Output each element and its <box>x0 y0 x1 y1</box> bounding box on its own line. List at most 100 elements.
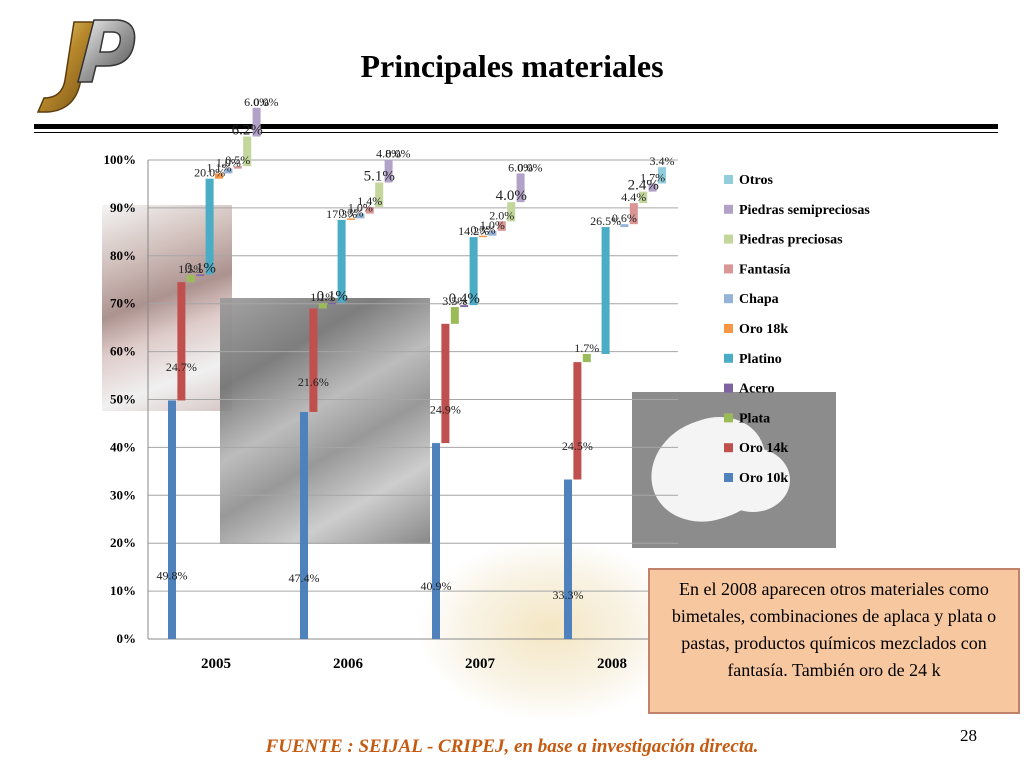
bar-plata <box>450 307 459 324</box>
data-label: 47.4% <box>289 571 320 585</box>
source-footnote: FUENTE : SEIJAL - CRIPEJ, en base a inve… <box>265 736 759 757</box>
chart-data-labels: 49.8%24.7%1.5%0.1%20.0%1.1%1.0%0.5%6.2%6… <box>157 95 675 602</box>
data-label: 0.6% <box>612 211 637 225</box>
y-tick-label: 40% <box>110 439 136 454</box>
data-label: 1.0% <box>348 201 373 215</box>
bar-piedras-semipreciosas <box>648 183 657 192</box>
bar-oro-18k <box>215 173 223 179</box>
data-label: 2.4% <box>628 178 659 194</box>
data-label: 4.0% <box>496 188 527 204</box>
legend-label: Otros <box>739 173 774 188</box>
x-category-label: 2008 <box>597 656 627 672</box>
data-label: 1.4% <box>357 194 382 208</box>
data-label: 20.0% <box>194 166 225 180</box>
bar-platino <box>337 219 346 303</box>
y-tick-label: 0% <box>117 631 137 646</box>
legend-swatch <box>724 413 733 423</box>
data-label: 0.4% <box>449 291 480 307</box>
data-label: 0.5% <box>225 153 250 167</box>
bar-chapa <box>224 168 233 174</box>
data-label: 24.5% <box>562 439 593 453</box>
chart-gridlines <box>148 159 678 640</box>
bar-plata <box>186 274 195 283</box>
data-label: 21.6% <box>298 375 329 389</box>
data-label: 1.5% <box>178 262 203 276</box>
data-label: 1.1% <box>310 290 335 304</box>
bar-fantasía <box>497 221 506 231</box>
legend-swatch <box>724 443 733 453</box>
legend-swatch <box>724 264 733 274</box>
bar-fantasía <box>629 203 638 225</box>
legend-swatch <box>724 473 733 482</box>
legend-label: Acero <box>739 382 775 397</box>
bar-acero <box>460 305 469 308</box>
data-label: 1.0% <box>216 156 241 170</box>
x-category-label: 2005 <box>201 656 231 672</box>
data-label: 0.3% <box>339 205 364 219</box>
data-label: 0.0% <box>386 147 411 161</box>
bar-oro-10k <box>168 400 176 639</box>
legend-label: Oro 14k <box>739 441 788 456</box>
data-label: 5.1% <box>364 169 395 185</box>
data-label: 0.3% <box>471 223 496 237</box>
bar-oro-10k <box>564 479 572 639</box>
jp-logo <box>36 19 136 113</box>
legend-label: Chapa <box>739 292 779 307</box>
data-label: 26.5% <box>590 214 621 228</box>
data-label: 14.2% <box>458 224 489 238</box>
y-tick-label: 50% <box>110 392 136 407</box>
data-label: 4.8% <box>376 147 401 161</box>
bar-piedras-preciosas <box>507 202 516 222</box>
y-tick-label: 10% <box>110 583 136 598</box>
bar-oro-18k <box>479 235 487 238</box>
bar-plata <box>318 303 327 309</box>
chart-bars <box>168 107 666 639</box>
chart-legend: Otros Piedras semipreciosas Piedras precio… <box>724 173 870 486</box>
legend-label: Piedras preciosas <box>739 233 843 248</box>
data-label: 24.7% <box>166 360 197 374</box>
data-label: 1.7% <box>640 170 665 184</box>
bar-platino <box>205 178 214 275</box>
title-rule-thin <box>34 132 998 133</box>
legend-label: Plata <box>739 411 770 426</box>
y-tick-label: 60% <box>110 344 136 359</box>
bar-oro-14k <box>309 308 318 412</box>
y-tick-label: 90% <box>110 200 136 215</box>
chart-axes: 0% 10% 20% 30% 40% 50% 60% 70% 80% 90% 100% 2005 200… <box>104 152 678 672</box>
bar-platino <box>469 237 478 306</box>
legend-label: Platino <box>739 352 782 367</box>
bar-piedras-preciosas <box>243 136 252 167</box>
bar-fantasía <box>365 206 374 214</box>
bar-chapa <box>620 224 629 228</box>
page-title: Principales materiales <box>360 48 664 84</box>
data-label: 6.0% <box>508 160 533 174</box>
data-label: 0.0% <box>254 95 279 109</box>
bar-fantasía <box>233 166 242 169</box>
legend-label: Oro 18k <box>739 322 788 337</box>
data-label: 4.4% <box>621 190 646 204</box>
bar-plata <box>582 353 591 363</box>
legend-label: Fantasía <box>739 262 790 277</box>
bar-oro-14k <box>573 362 582 480</box>
data-label: 1.1% <box>207 160 232 174</box>
legend-swatch <box>724 383 733 393</box>
page-number: 28 <box>960 726 977 745</box>
data-label: 49.8% <box>157 568 188 582</box>
data-label: 24.9% <box>430 402 461 416</box>
bar-oro-18k <box>347 218 355 220</box>
legend-swatch <box>724 324 733 333</box>
legend-label: Piedras semipreciosas <box>739 203 870 218</box>
y-tick-label: 20% <box>110 535 136 550</box>
x-category-label: 2006 <box>333 656 364 672</box>
bar-piedras-preciosas <box>375 182 384 207</box>
legend-swatch <box>724 175 733 184</box>
bar-otros <box>658 167 666 184</box>
data-label: 0.0% <box>518 160 543 174</box>
data-label: 6.0% <box>244 95 269 109</box>
bar-chapa <box>488 230 497 236</box>
bar-oro-14k <box>441 323 450 444</box>
legend-swatch <box>724 294 733 304</box>
data-label: 6.2% <box>232 123 263 139</box>
bar-piedras-semipreciosas <box>384 159 393 183</box>
